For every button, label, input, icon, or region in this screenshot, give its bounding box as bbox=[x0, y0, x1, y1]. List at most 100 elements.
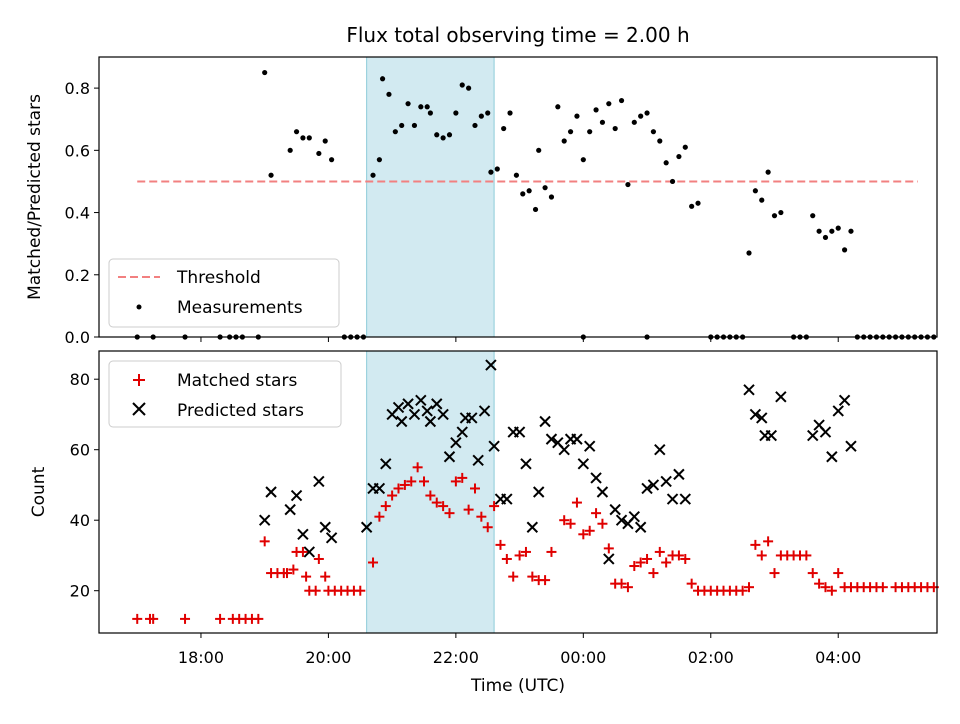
matched-star-point bbox=[444, 508, 455, 519]
measurement-point bbox=[411, 122, 418, 129]
measurement-point bbox=[587, 129, 593, 135]
matched-star-point bbox=[482, 522, 493, 533]
measurement-point bbox=[606, 101, 612, 107]
x-tick-label: 20:00 bbox=[305, 648, 351, 667]
matched-star-point bbox=[648, 568, 659, 579]
measurement-point bbox=[599, 119, 606, 125]
predicted-star-point bbox=[533, 486, 545, 498]
matched-star-point bbox=[763, 536, 774, 547]
matched-star-point bbox=[744, 582, 755, 593]
matched-star-point bbox=[180, 613, 191, 624]
measurement-point bbox=[593, 107, 599, 113]
matched-star-point bbox=[769, 568, 780, 579]
predicted-star-point bbox=[807, 429, 819, 442]
legend-predicted-marker bbox=[132, 402, 146, 416]
matched-star-point bbox=[654, 546, 665, 557]
matched-star-point bbox=[281, 568, 292, 579]
predicted-star-point bbox=[577, 458, 590, 470]
predicted-star-point bbox=[373, 482, 386, 495]
predicted-star-point bbox=[421, 405, 433, 417]
measurement-point bbox=[759, 197, 765, 203]
predicted-star-point bbox=[360, 521, 373, 533]
matched-star-point bbox=[301, 571, 312, 582]
measurement-point bbox=[644, 110, 650, 116]
y-tick-label: 40 bbox=[70, 511, 90, 530]
measurement-point bbox=[262, 69, 268, 76]
measurement-point bbox=[682, 144, 688, 150]
measurement-point bbox=[580, 157, 586, 163]
predicted-star-point bbox=[450, 436, 462, 449]
measurement-point bbox=[663, 160, 669, 166]
matched-star-point bbox=[801, 550, 812, 561]
predicted-star-point bbox=[609, 503, 621, 516]
x-tick-label: 00:00 bbox=[560, 648, 606, 667]
matched-star-point bbox=[591, 508, 602, 519]
predicted-star-point bbox=[258, 514, 271, 526]
legend-matched-label: Matched stars bbox=[177, 371, 297, 391]
x-axis-label: Time (UTC) bbox=[470, 676, 565, 696]
predicted-star-point bbox=[485, 359, 497, 371]
measurement-point bbox=[501, 125, 507, 132]
measurement-point bbox=[835, 225, 841, 231]
predicted-star-point bbox=[402, 398, 414, 410]
measurement-point bbox=[446, 132, 453, 138]
measurement-point bbox=[657, 138, 663, 144]
predicted-star-point bbox=[660, 475, 672, 488]
predicted-star-point bbox=[679, 493, 691, 505]
measurement-point bbox=[424, 104, 430, 110]
measurement-point bbox=[520, 191, 526, 197]
measurement-point bbox=[695, 200, 701, 206]
measurement-point bbox=[386, 91, 392, 97]
measurement-point bbox=[376, 157, 382, 163]
x-tick-label: 22:00 bbox=[433, 648, 479, 667]
matched-star-point bbox=[476, 511, 487, 522]
predicted-star-point bbox=[284, 503, 296, 516]
predicted-star-point bbox=[437, 408, 449, 421]
measurement-point bbox=[526, 188, 532, 194]
predicted-star-point bbox=[265, 486, 277, 498]
measurement-point bbox=[669, 178, 676, 185]
matched-star-point bbox=[508, 571, 519, 582]
measurement-point bbox=[513, 172, 520, 178]
predicted-star-point bbox=[290, 489, 303, 502]
predicted-star-point bbox=[478, 405, 491, 417]
predicted-star-point bbox=[488, 440, 500, 452]
measurement-point bbox=[494, 166, 500, 172]
measurement-point bbox=[379, 76, 386, 82]
y-tick-label: 0.6 bbox=[65, 141, 90, 160]
y-tick-label: 60 bbox=[70, 441, 90, 460]
matched-star-point bbox=[603, 543, 614, 554]
measurement-point bbox=[676, 153, 682, 160]
measurement-point bbox=[478, 113, 484, 119]
matched-star-point bbox=[571, 497, 582, 508]
matched-star-point bbox=[463, 504, 474, 515]
predicted-star-point bbox=[590, 472, 602, 484]
matched-star-point bbox=[750, 539, 761, 550]
matched-star-point bbox=[527, 571, 538, 582]
matched-star-point bbox=[431, 497, 442, 508]
predicted-star-point bbox=[297, 528, 309, 541]
predicted-star-point bbox=[380, 458, 392, 470]
measurement-point bbox=[316, 150, 322, 157]
measurement-point bbox=[293, 129, 300, 135]
matched-star-point bbox=[288, 564, 299, 575]
matched-star-point bbox=[540, 575, 551, 586]
matched-star-point bbox=[425, 490, 436, 501]
measurement-point bbox=[778, 209, 784, 216]
measurement-point bbox=[765, 169, 771, 175]
measurement-point bbox=[453, 110, 459, 116]
matched-star-point bbox=[495, 539, 506, 550]
measurement-point bbox=[618, 97, 625, 104]
predicted-star-point bbox=[415, 394, 427, 407]
predicted-star-point bbox=[654, 443, 666, 456]
predicted-star-point bbox=[313, 475, 325, 488]
predicted-star-point bbox=[596, 486, 609, 498]
predicted-star-point bbox=[319, 521, 331, 533]
predicted-star-point bbox=[520, 458, 532, 470]
matched-star-point bbox=[629, 561, 640, 572]
predicted-star-point bbox=[615, 514, 628, 526]
matched-star-point bbox=[661, 557, 672, 568]
matched-star-point bbox=[597, 518, 608, 529]
predicted-star-point bbox=[456, 426, 468, 438]
